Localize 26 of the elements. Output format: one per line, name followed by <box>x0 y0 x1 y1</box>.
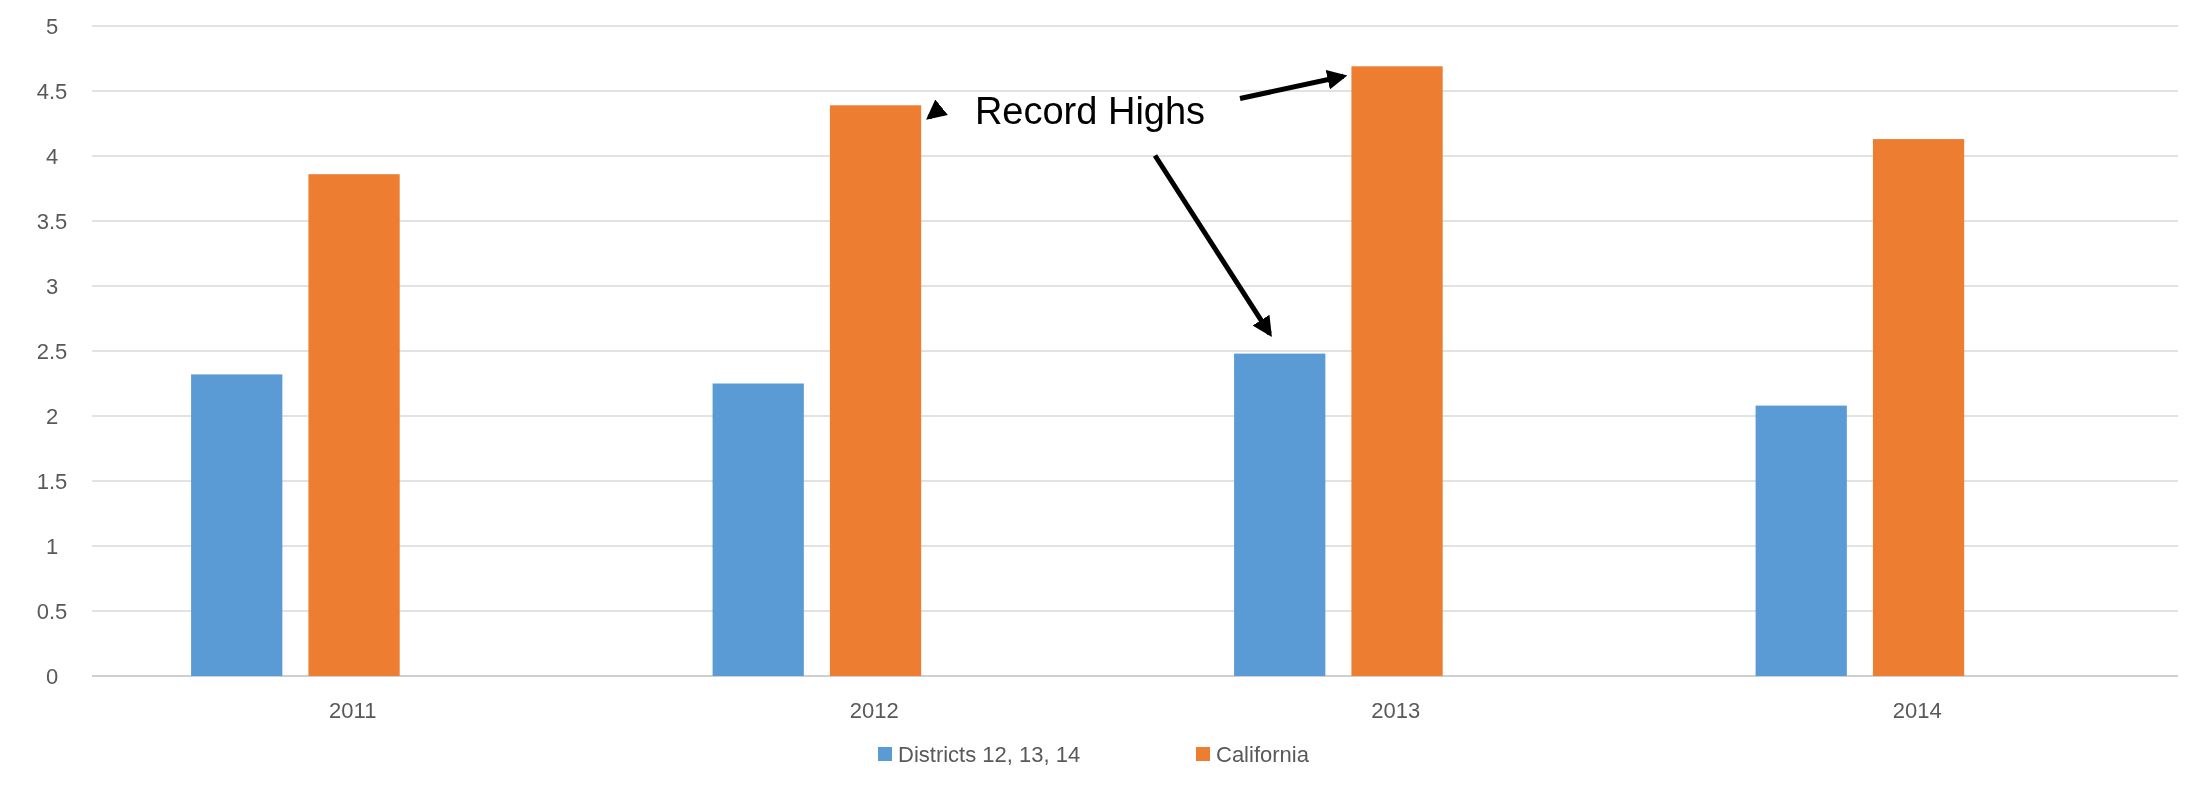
y-tick-label: 3.5 <box>36 208 68 234</box>
y-tick-label: 4 <box>45 143 59 169</box>
x-tick-label: 2011 <box>329 698 377 723</box>
bar <box>1755 405 1847 676</box>
x-tick-label: 2012 <box>849 698 899 723</box>
y-tick-label: 2 <box>45 403 59 429</box>
bar <box>308 174 400 676</box>
x-tick-label: 2013 <box>1371 698 1421 723</box>
y-tick-label: 1.5 <box>36 468 68 494</box>
y-tick-label: 4.5 <box>36 78 68 104</box>
bar <box>1234 353 1326 676</box>
legend-label: Districts 12, 13, 14 <box>898 741 1081 767</box>
bar <box>712 383 804 676</box>
bar <box>191 374 283 676</box>
x-tick-label: 2014 <box>1892 698 1942 723</box>
y-tick-label: 2.5 <box>36 338 68 364</box>
y-tick-label: 1 <box>45 533 59 559</box>
bar <box>1872 139 1965 676</box>
bar <box>1351 66 1443 676</box>
legend-label: California <box>1216 741 1310 767</box>
y-tick-label: 3 <box>45 273 59 299</box>
y-tick-label: 0.5 <box>36 598 68 624</box>
annotation: Record Highs <box>974 89 1206 132</box>
y-tick-label: 0 <box>45 663 59 689</box>
bar <box>829 105 922 676</box>
y-tick-label: 5 <box>45 13 59 39</box>
